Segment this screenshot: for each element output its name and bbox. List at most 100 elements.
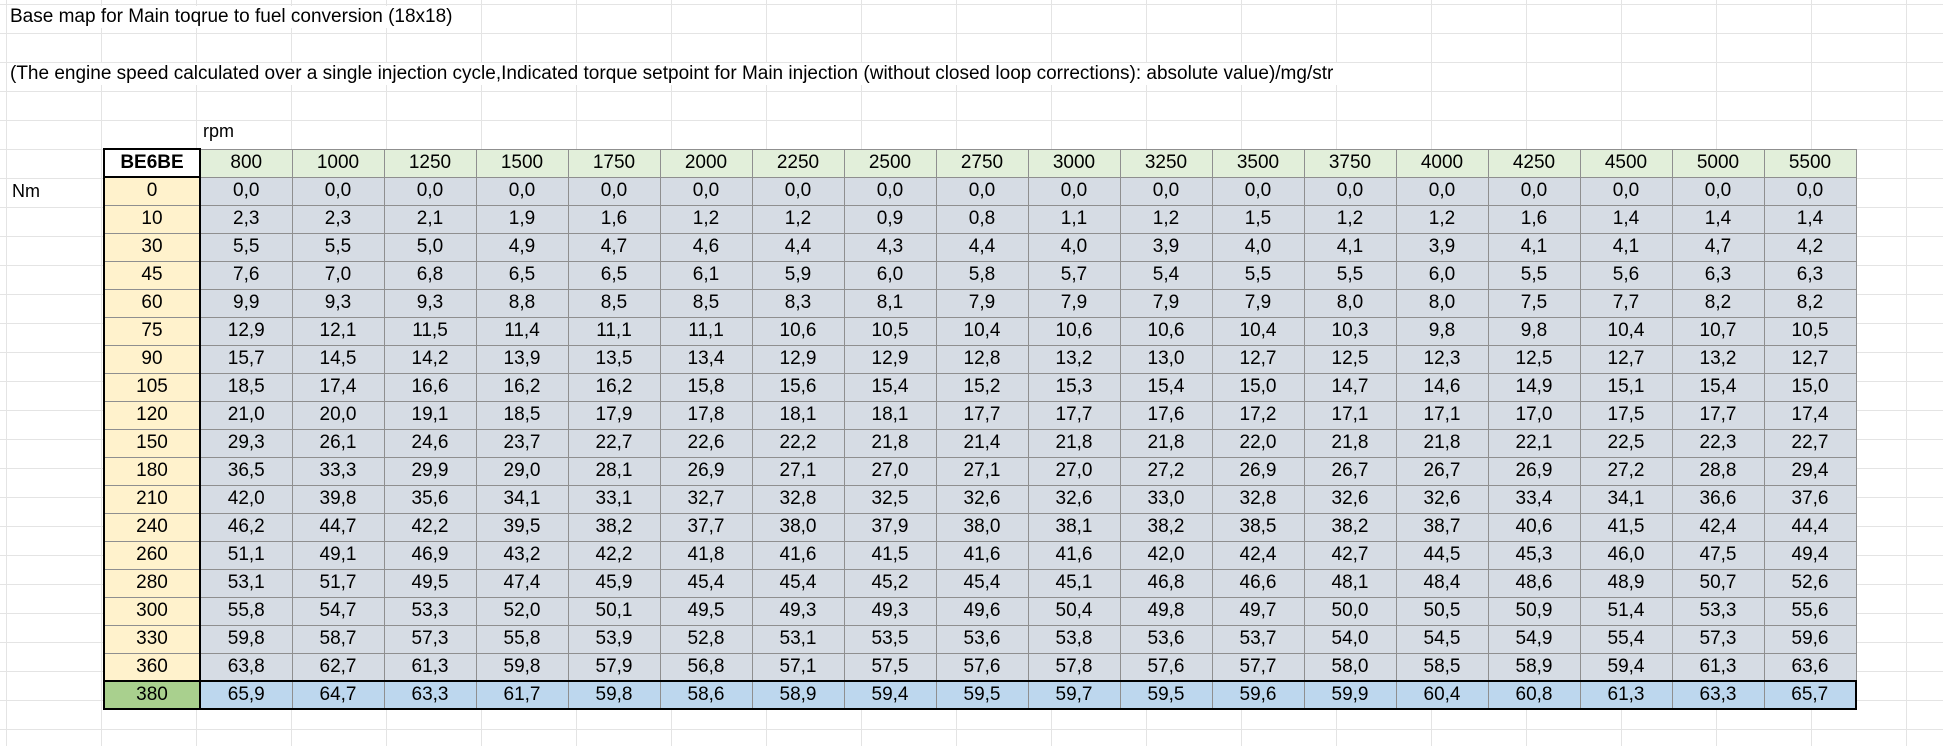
map-value-cell[interactable]: 61,3 bbox=[1671, 652, 1765, 682]
nm-header-cell[interactable]: 120 bbox=[103, 400, 201, 430]
map-value-cell[interactable]: 48,4 bbox=[1395, 568, 1489, 598]
map-value-cell[interactable]: 53,9 bbox=[567, 624, 661, 654]
map-value-cell[interactable]: 16,2 bbox=[475, 372, 569, 402]
map-value-cell[interactable]: 26,9 bbox=[659, 456, 753, 486]
map-value-cell[interactable]: 8,0 bbox=[1395, 288, 1489, 318]
map-value-cell[interactable]: 49,3 bbox=[843, 596, 937, 626]
map-value-cell[interactable]: 0,0 bbox=[1211, 176, 1305, 206]
nm-header-cell[interactable]: 380 bbox=[103, 680, 201, 710]
rpm-header-cell[interactable]: 1500 bbox=[475, 148, 569, 178]
map-value-cell[interactable]: 7,9 bbox=[1119, 288, 1213, 318]
rpm-header-cell[interactable]: 1750 bbox=[567, 148, 661, 178]
map-value-cell[interactable]: 29,0 bbox=[475, 456, 569, 486]
map-value-cell[interactable]: 15,4 bbox=[843, 372, 937, 402]
map-value-cell[interactable]: 59,7 bbox=[1027, 680, 1121, 710]
map-value-cell[interactable]: 10,5 bbox=[1763, 316, 1857, 346]
map-value-cell[interactable]: 27,1 bbox=[935, 456, 1029, 486]
map-value-cell[interactable]: 62,7 bbox=[291, 652, 385, 682]
map-value-cell[interactable]: 57,5 bbox=[843, 652, 937, 682]
map-value-cell[interactable]: 47,4 bbox=[475, 568, 569, 598]
map-value-cell[interactable]: 2,3 bbox=[291, 204, 385, 234]
map-value-cell[interactable]: 1,2 bbox=[1303, 204, 1397, 234]
nm-header-cell[interactable]: 210 bbox=[103, 484, 201, 514]
map-value-cell[interactable]: 32,6 bbox=[1303, 484, 1397, 514]
map-value-cell[interactable]: 1,5 bbox=[1211, 204, 1305, 234]
nm-header-cell[interactable]: 360 bbox=[103, 652, 201, 682]
map-value-cell[interactable]: 13,2 bbox=[1671, 344, 1765, 374]
map-value-cell[interactable]: 17,7 bbox=[1671, 400, 1765, 430]
map-value-cell[interactable]: 15,3 bbox=[1027, 372, 1121, 402]
nm-header-cell[interactable]: 280 bbox=[103, 568, 201, 598]
map-value-cell[interactable]: 1,2 bbox=[659, 204, 753, 234]
rpm-axis-label[interactable]: rpm bbox=[203, 121, 234, 142]
map-value-cell[interactable]: 27,0 bbox=[843, 456, 937, 486]
map-value-cell[interactable]: 54,9 bbox=[1487, 624, 1581, 654]
map-value-cell[interactable]: 21,4 bbox=[935, 428, 1029, 458]
map-value-cell[interactable]: 50,9 bbox=[1487, 596, 1581, 626]
map-value-cell[interactable]: 58,7 bbox=[291, 624, 385, 654]
map-value-cell[interactable]: 0,0 bbox=[1579, 176, 1673, 206]
map-value-cell[interactable]: 58,6 bbox=[659, 680, 753, 710]
map-value-cell[interactable]: 7,9 bbox=[1211, 288, 1305, 318]
rpm-header-cell[interactable]: 5500 bbox=[1763, 148, 1857, 178]
map-value-cell[interactable]: 45,3 bbox=[1487, 540, 1581, 570]
map-value-cell[interactable]: 4,4 bbox=[935, 232, 1029, 262]
map-value-cell[interactable]: 5,5 bbox=[291, 232, 385, 262]
map-value-cell[interactable]: 32,8 bbox=[751, 484, 845, 514]
map-value-cell[interactable]: 13,4 bbox=[659, 344, 753, 374]
sheet-subtitle[interactable]: (The engine speed calculated over a sing… bbox=[10, 63, 1338, 85]
map-value-cell[interactable]: 0,0 bbox=[1303, 176, 1397, 206]
map-value-cell[interactable]: 17,2 bbox=[1211, 400, 1305, 430]
map-value-cell[interactable]: 45,4 bbox=[751, 568, 845, 598]
map-value-cell[interactable]: 11,5 bbox=[383, 316, 477, 346]
map-value-cell[interactable]: 50,1 bbox=[567, 596, 661, 626]
map-value-cell[interactable]: 15,4 bbox=[1671, 372, 1765, 402]
map-value-cell[interactable]: 15,1 bbox=[1579, 372, 1673, 402]
map-value-cell[interactable]: 59,5 bbox=[935, 680, 1029, 710]
rpm-header-cell[interactable]: 2750 bbox=[935, 148, 1029, 178]
map-value-cell[interactable]: 8,2 bbox=[1763, 288, 1857, 318]
map-value-cell[interactable]: 0,8 bbox=[935, 204, 1029, 234]
map-value-cell[interactable]: 0,0 bbox=[1487, 176, 1581, 206]
map-value-cell[interactable]: 46,0 bbox=[1579, 540, 1673, 570]
nm-axis-label[interactable]: Nm bbox=[12, 181, 40, 202]
map-value-cell[interactable]: 0,0 bbox=[751, 176, 845, 206]
map-value-cell[interactable]: 59,8 bbox=[567, 680, 661, 710]
map-value-cell[interactable]: 35,6 bbox=[383, 484, 477, 514]
map-value-cell[interactable]: 10,7 bbox=[1671, 316, 1765, 346]
map-value-cell[interactable]: 29,4 bbox=[1763, 456, 1857, 486]
rpm-header-cell[interactable]: 3000 bbox=[1027, 148, 1121, 178]
map-value-cell[interactable]: 7,9 bbox=[1027, 288, 1121, 318]
map-value-cell[interactable]: 29,3 bbox=[199, 428, 293, 458]
map-value-cell[interactable]: 53,1 bbox=[199, 568, 293, 598]
map-value-cell[interactable]: 49,5 bbox=[383, 568, 477, 598]
map-value-cell[interactable]: 19,1 bbox=[383, 400, 477, 430]
map-value-cell[interactable]: 0,0 bbox=[567, 176, 661, 206]
map-value-cell[interactable]: 29,9 bbox=[383, 456, 477, 486]
map-value-cell[interactable]: 18,5 bbox=[199, 372, 293, 402]
map-value-cell[interactable]: 0,0 bbox=[475, 176, 569, 206]
map-value-cell[interactable]: 53,5 bbox=[843, 624, 937, 654]
map-value-cell[interactable]: 6,0 bbox=[1395, 260, 1489, 290]
map-value-cell[interactable]: 4,7 bbox=[1671, 232, 1765, 262]
map-value-cell[interactable]: 22,5 bbox=[1579, 428, 1673, 458]
map-value-cell[interactable]: 60,4 bbox=[1395, 680, 1489, 710]
map-value-cell[interactable]: 1,6 bbox=[1487, 204, 1581, 234]
map-value-cell[interactable]: 53,7 bbox=[1211, 624, 1305, 654]
nm-header-cell[interactable]: 90 bbox=[103, 344, 201, 374]
map-value-cell[interactable]: 59,4 bbox=[1579, 652, 1673, 682]
map-value-cell[interactable]: 8,2 bbox=[1671, 288, 1765, 318]
map-value-cell[interactable]: 57,1 bbox=[751, 652, 845, 682]
map-value-cell[interactable]: 17,8 bbox=[659, 400, 753, 430]
map-value-cell[interactable]: 0,0 bbox=[659, 176, 753, 206]
map-value-cell[interactable]: 5,5 bbox=[1487, 260, 1581, 290]
map-value-cell[interactable]: 26,7 bbox=[1303, 456, 1397, 486]
map-value-cell[interactable]: 51,1 bbox=[199, 540, 293, 570]
map-value-cell[interactable]: 34,1 bbox=[1579, 484, 1673, 514]
map-value-cell[interactable]: 17,0 bbox=[1487, 400, 1581, 430]
map-value-cell[interactable]: 28,8 bbox=[1671, 456, 1765, 486]
map-value-cell[interactable]: 42,0 bbox=[199, 484, 293, 514]
map-value-cell[interactable]: 4,4 bbox=[751, 232, 845, 262]
map-value-cell[interactable]: 32,6 bbox=[935, 484, 1029, 514]
map-value-cell[interactable]: 5,8 bbox=[935, 260, 1029, 290]
